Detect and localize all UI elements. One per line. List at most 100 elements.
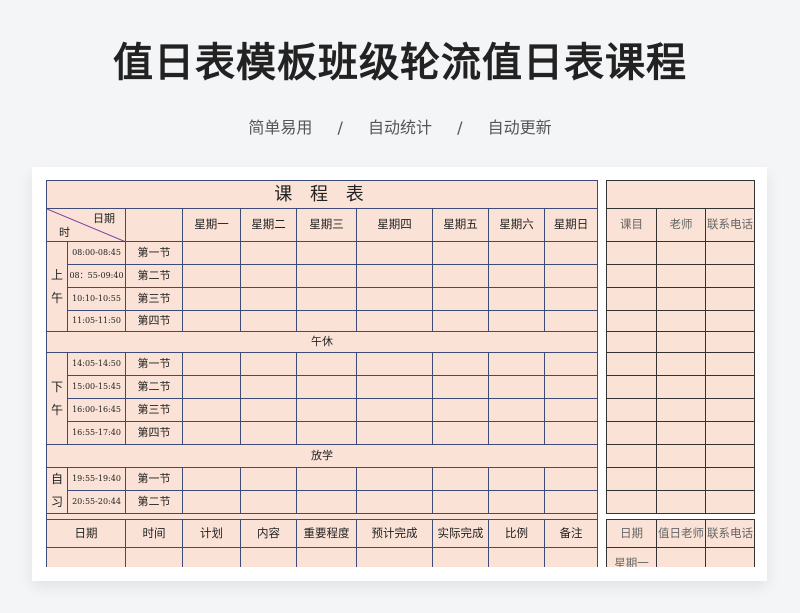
teacher-cell[interactable] <box>606 264 657 288</box>
teacher-cell[interactable] <box>656 467 706 491</box>
duty-header[interactable]: 联系电话 <box>705 519 755 548</box>
plan-cell[interactable] <box>46 547 126 567</box>
class-cell[interactable] <box>432 287 489 311</box>
class-cell[interactable] <box>296 490 357 514</box>
teacher-cell[interactable] <box>606 421 657 445</box>
class-cell[interactable] <box>182 467 241 491</box>
class-cell[interactable] <box>488 375 545 399</box>
teacher-cell[interactable] <box>606 310 657 332</box>
plan-header[interactable]: 预计完成 <box>356 519 433 548</box>
class-cell[interactable] <box>182 287 241 311</box>
weekday-header[interactable]: 星期四 <box>356 208 433 242</box>
duty-header[interactable]: 值日老师 <box>656 519 706 548</box>
weekday-header[interactable]: 星期五 <box>432 208 489 242</box>
class-cell[interactable] <box>544 352 598 376</box>
class-cell[interactable] <box>240 398 297 422</box>
class-cell[interactable] <box>432 264 489 288</box>
plan-cell[interactable] <box>125 547 183 567</box>
class-cell[interactable] <box>296 241 357 265</box>
teacher-cell[interactable] <box>606 444 657 468</box>
class-cell[interactable] <box>544 398 598 422</box>
plan-cell[interactable] <box>182 547 241 567</box>
class-cell[interactable] <box>356 421 433 445</box>
time-slot[interactable]: 11:05-11:50 <box>67 310 126 332</box>
class-cell[interactable] <box>182 421 241 445</box>
class-cell[interactable] <box>488 310 545 332</box>
class-cell[interactable] <box>356 287 433 311</box>
plan-cell[interactable] <box>488 547 545 567</box>
class-cell[interactable] <box>432 241 489 265</box>
plan-header[interactable]: 重要程度 <box>296 519 357 548</box>
teacher-cell[interactable] <box>656 287 706 311</box>
class-cell[interactable] <box>240 467 297 491</box>
corner-header[interactable]: 日期时 <box>46 208 126 242</box>
teacher-cell[interactable] <box>705 287 755 311</box>
time-slot[interactable]: 14:05-14:50 <box>67 352 126 376</box>
teacher-cell[interactable] <box>705 421 755 445</box>
teacher-cell[interactable] <box>656 352 706 376</box>
period-label[interactable]: 第四节 <box>125 421 183 445</box>
class-cell[interactable] <box>356 352 433 376</box>
class-cell[interactable] <box>240 375 297 399</box>
teacher-cell[interactable] <box>606 467 657 491</box>
class-cell[interactable] <box>432 467 489 491</box>
teacher-cell[interactable] <box>705 264 755 288</box>
class-cell[interactable] <box>240 241 297 265</box>
time-slot[interactable]: 08:00-08:45 <box>67 241 126 265</box>
class-cell[interactable] <box>240 352 297 376</box>
class-cell[interactable] <box>544 421 598 445</box>
class-cell[interactable] <box>544 287 598 311</box>
teacher-cell[interactable] <box>656 241 706 265</box>
class-cell[interactable] <box>296 398 357 422</box>
class-cell[interactable] <box>356 398 433 422</box>
plan-cell[interactable] <box>544 547 598 567</box>
teacher-cell[interactable] <box>705 241 755 265</box>
class-cell[interactable] <box>544 264 598 288</box>
class-cell[interactable] <box>544 375 598 399</box>
class-cell[interactable] <box>488 264 545 288</box>
afternoon-label[interactable]: 下午 <box>46 352 68 445</box>
class-cell[interactable] <box>356 241 433 265</box>
class-cell[interactable] <box>182 310 241 332</box>
class-cell[interactable] <box>432 398 489 422</box>
teacher-cell[interactable] <box>705 352 755 376</box>
duty-day[interactable]: 星期一 <box>606 547 657 567</box>
class-cell[interactable] <box>182 352 241 376</box>
class-cell[interactable] <box>432 310 489 332</box>
time-slot[interactable]: 15:00-15:45 <box>67 375 126 399</box>
class-cell[interactable] <box>182 490 241 514</box>
period-label[interactable]: 第一节 <box>125 467 183 491</box>
plan-header[interactable]: 实际完成 <box>432 519 489 548</box>
teacher-cell[interactable] <box>606 375 657 399</box>
class-cell[interactable] <box>356 310 433 332</box>
class-cell[interactable] <box>432 352 489 376</box>
teacher-cell[interactable] <box>606 352 657 376</box>
teacher-header[interactable]: 联系电话 <box>705 208 755 242</box>
time-slot[interactable]: 20:55-20:44 <box>67 490 126 514</box>
teacher-cell[interactable] <box>705 444 755 468</box>
class-cell[interactable] <box>296 352 357 376</box>
class-cell[interactable] <box>240 287 297 311</box>
weekday-header[interactable]: 星期六 <box>488 208 545 242</box>
class-cell[interactable] <box>356 375 433 399</box>
class-cell[interactable] <box>488 467 545 491</box>
teacher-cell[interactable] <box>656 331 706 353</box>
class-cell[interactable] <box>488 421 545 445</box>
time-slot[interactable]: 16:55-17:40 <box>67 421 126 445</box>
teacher-header[interactable]: 老师 <box>656 208 706 242</box>
weekday-header[interactable]: 星期二 <box>240 208 297 242</box>
duty-header[interactable]: 日期 <box>606 519 657 548</box>
period-label[interactable]: 第三节 <box>125 287 183 311</box>
period-label[interactable]: 第二节 <box>125 490 183 514</box>
class-cell[interactable] <box>296 375 357 399</box>
teacher-cell[interactable] <box>656 421 706 445</box>
class-cell[interactable] <box>296 264 357 288</box>
noon-break-row[interactable]: 午休 <box>46 331 598 353</box>
class-cell[interactable] <box>432 375 489 399</box>
teacher-cell[interactable] <box>656 444 706 468</box>
teacher-header[interactable]: 课目 <box>606 208 657 242</box>
weekday-header[interactable]: 星期一 <box>182 208 241 242</box>
class-cell[interactable] <box>296 421 357 445</box>
teacher-cell[interactable] <box>705 310 755 332</box>
class-cell[interactable] <box>356 264 433 288</box>
